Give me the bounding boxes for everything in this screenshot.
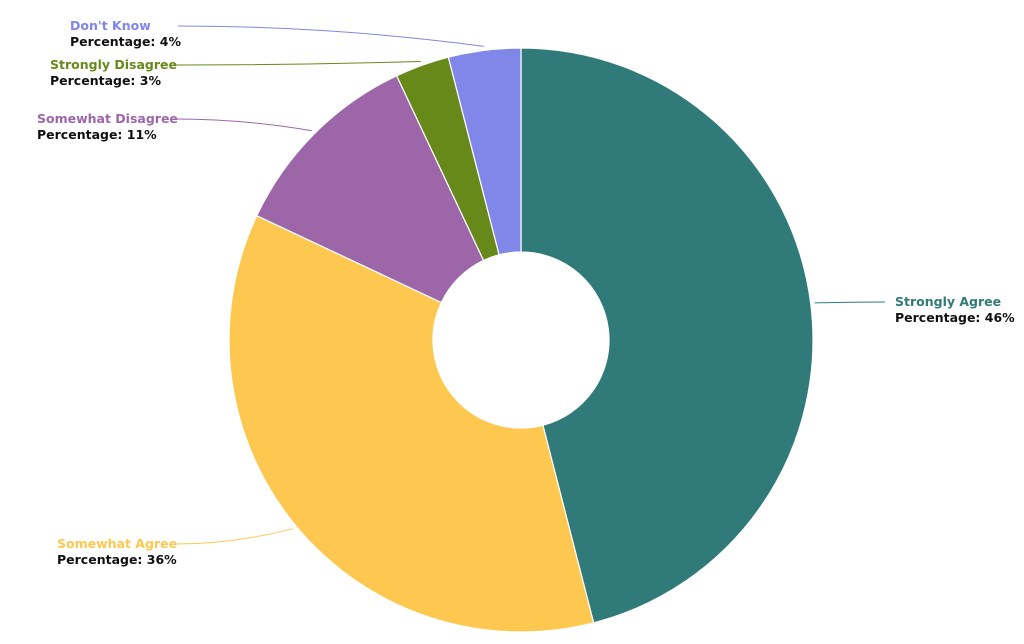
leader-line-don-t-know bbox=[177, 25, 484, 47]
slices-layer bbox=[228, 47, 814, 633]
label-value-strongly-disagree: Percentage: 3% bbox=[50, 73, 161, 88]
leader-line-somewhat-agree bbox=[174, 528, 294, 545]
leader-lines-layer bbox=[174, 25, 886, 545]
label-value-strongly-agree: Percentage: 46% bbox=[895, 310, 1015, 325]
label-name-somewhat-disagree: Somewhat Disagree bbox=[37, 111, 178, 126]
label-value-somewhat-disagree: Percentage: 11% bbox=[37, 127, 157, 142]
leader-line-somewhat-disagree bbox=[174, 118, 312, 132]
label-name-strongly-agree: Strongly Agree bbox=[895, 294, 1001, 309]
slice-somewhat-agree[interactable] bbox=[228, 214, 595, 633]
leader-line-strongly-disagree bbox=[174, 60, 421, 66]
label-value-somewhat-agree: Percentage: 36% bbox=[57, 552, 177, 567]
label-name-don-t-know: Don't Know bbox=[70, 18, 151, 33]
slice-somewhat-disagree[interactable] bbox=[255, 74, 485, 304]
slice-don-t-know[interactable] bbox=[447, 47, 522, 256]
leader-line-strongly-agree bbox=[814, 301, 886, 304]
slice-strongly-agree[interactable] bbox=[520, 47, 814, 624]
label-name-strongly-disagree: Strongly Disagree bbox=[50, 57, 177, 72]
label-value-don-t-know: Percentage: 4% bbox=[70, 34, 181, 49]
label-name-somewhat-agree: Somewhat Agree bbox=[57, 536, 177, 551]
